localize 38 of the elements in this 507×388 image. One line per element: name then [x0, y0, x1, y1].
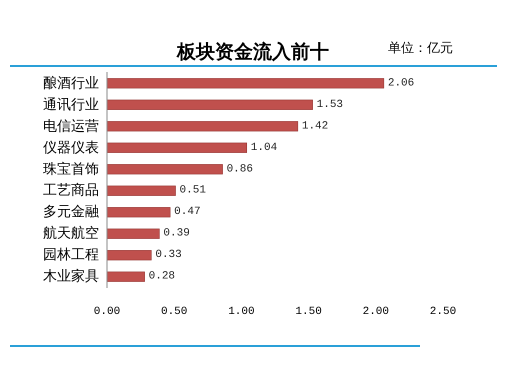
- data-label: 1.53: [316, 98, 344, 111]
- x-tick-label: 0.00: [94, 306, 120, 318]
- bar: [106, 100, 313, 110]
- y-tick-label: 多元金融: [43, 204, 99, 220]
- x-tick-label: 2.50: [430, 306, 456, 318]
- data-label: 0.47: [174, 206, 201, 218]
- bar: [106, 228, 160, 239]
- y-tick-label: 木业家具: [43, 268, 99, 285]
- data-label: 0.86: [226, 163, 253, 176]
- text: 单位：亿元: [388, 41, 453, 56]
- data-label: 2.06: [388, 77, 414, 90]
- y-tick-label: 航天航空: [43, 226, 99, 242]
- bar: [106, 186, 176, 196]
- x-tick-label: 1.50: [295, 306, 322, 318]
- data-label: 0.33: [155, 249, 182, 262]
- data-label: 0.39: [163, 228, 190, 240]
- y-tick-label: 珠宝首饰: [43, 161, 99, 178]
- bar: [106, 272, 145, 282]
- data-label: 0.51: [180, 184, 206, 197]
- bar: [106, 142, 248, 153]
- x-tick-label: 0.50: [160, 306, 188, 318]
- y-tick-label: 酿酒行业: [43, 75, 99, 92]
- data-label: 1.42: [302, 120, 328, 132]
- y-tick-label: 仪器仪表: [43, 140, 99, 156]
- bar: [106, 164, 223, 174]
- bar: [106, 78, 384, 88]
- data-label: 1.04: [250, 142, 278, 154]
- bar: [106, 121, 298, 132]
- y-tick-label: 工艺商品: [43, 182, 99, 199]
- x-tick-label: 1.00: [228, 306, 255, 318]
- data-label: 0.28: [148, 270, 176, 283]
- y-tick-label: 电信运营: [43, 118, 99, 134]
- bar: [106, 207, 170, 218]
- y-tick-label: 通讯行业: [43, 96, 99, 113]
- x-tick-label: 2.00: [362, 306, 390, 318]
- bar: [106, 250, 152, 260]
- y-tick-label: 园林工程: [43, 247, 99, 264]
- chart-title: 板块资金流入前十: [176, 41, 329, 63]
